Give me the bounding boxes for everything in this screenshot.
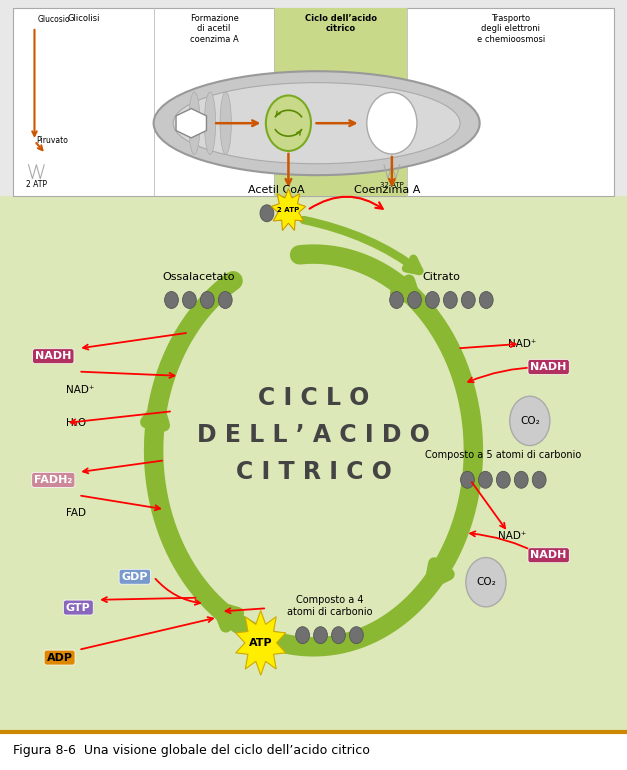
Bar xyxy=(0,732,627,770)
Text: C I C L O
D E L L ’ A C I D O
C I T R I C O: C I C L O D E L L ’ A C I D O C I T R I … xyxy=(197,386,430,484)
Circle shape xyxy=(408,292,421,309)
Circle shape xyxy=(497,471,510,488)
Circle shape xyxy=(296,627,310,644)
Text: ATP: ATP xyxy=(249,638,273,648)
Text: ADP: ADP xyxy=(46,653,73,662)
Circle shape xyxy=(478,471,492,488)
Text: Formazione
di acetil
coenzima A: Formazione di acetil coenzima A xyxy=(190,14,239,44)
Text: Composto a 4
atomi di carbonio: Composto a 4 atomi di carbonio xyxy=(287,595,372,617)
Circle shape xyxy=(514,471,528,488)
Bar xyxy=(13,8,614,196)
Circle shape xyxy=(182,292,196,309)
Text: GTP: GTP xyxy=(66,603,91,612)
Bar xyxy=(0,196,627,732)
Text: Figura 8-6  Una visione globale del ciclo dell’acido citrico: Figura 8-6 Una visione globale del ciclo… xyxy=(13,745,369,757)
Text: Ciclo dell’acido
citrico: Ciclo dell’acido citrico xyxy=(305,14,377,33)
Circle shape xyxy=(266,95,311,151)
Circle shape xyxy=(443,292,457,309)
Text: Coenzima A: Coenzima A xyxy=(354,186,420,195)
Text: H₂O: H₂O xyxy=(66,418,86,428)
Text: NADH: NADH xyxy=(530,551,567,561)
Circle shape xyxy=(278,205,292,222)
Text: NADH: NADH xyxy=(530,362,567,372)
Polygon shape xyxy=(236,611,286,675)
Text: FADH₂: FADH₂ xyxy=(34,475,73,485)
Ellipse shape xyxy=(189,92,200,155)
Circle shape xyxy=(314,627,327,644)
Circle shape xyxy=(260,205,274,222)
Text: CO₂: CO₂ xyxy=(520,416,540,426)
Circle shape xyxy=(389,292,403,309)
Ellipse shape xyxy=(204,92,216,155)
Circle shape xyxy=(367,92,417,154)
Text: NAD⁺: NAD⁺ xyxy=(66,384,94,394)
Text: Glicolisi: Glicolisi xyxy=(67,14,100,23)
Ellipse shape xyxy=(154,72,480,176)
Circle shape xyxy=(461,292,475,309)
Text: 2 ATP: 2 ATP xyxy=(277,207,300,213)
Text: Composto a 5 atomi di carbonio: Composto a 5 atomi di carbonio xyxy=(425,450,581,460)
Circle shape xyxy=(426,292,440,309)
Text: NAD⁺: NAD⁺ xyxy=(508,339,536,349)
Text: Acetil CoA: Acetil CoA xyxy=(248,186,304,195)
Text: 2 ATP: 2 ATP xyxy=(26,180,47,189)
Ellipse shape xyxy=(173,82,460,164)
Polygon shape xyxy=(271,189,306,230)
Text: 32 ATP: 32 ATP xyxy=(380,182,404,188)
Circle shape xyxy=(164,292,178,309)
Text: NAD⁺: NAD⁺ xyxy=(498,531,527,541)
Text: Glucosio: Glucosio xyxy=(38,15,70,25)
Circle shape xyxy=(466,557,506,607)
Circle shape xyxy=(218,292,232,309)
Text: Trasporto
degli elettroni
e chemioosmosi: Trasporto degli elettroni e chemioosmosi xyxy=(477,14,545,44)
Bar xyxy=(275,8,407,196)
Ellipse shape xyxy=(220,92,231,155)
Circle shape xyxy=(532,471,546,488)
Circle shape xyxy=(510,397,550,446)
Polygon shape xyxy=(176,109,206,138)
Circle shape xyxy=(461,471,475,488)
Circle shape xyxy=(332,627,345,644)
Text: Ossalacetato: Ossalacetato xyxy=(162,272,234,282)
Text: GDP: GDP xyxy=(122,572,148,581)
Text: CO₂: CO₂ xyxy=(476,578,496,588)
Circle shape xyxy=(479,292,493,309)
Text: NADH: NADH xyxy=(35,351,71,361)
Circle shape xyxy=(349,627,363,644)
Text: FAD: FAD xyxy=(66,508,86,518)
Text: Piruvato: Piruvato xyxy=(36,136,68,146)
Circle shape xyxy=(201,292,214,309)
Text: Citrato: Citrato xyxy=(423,272,460,282)
